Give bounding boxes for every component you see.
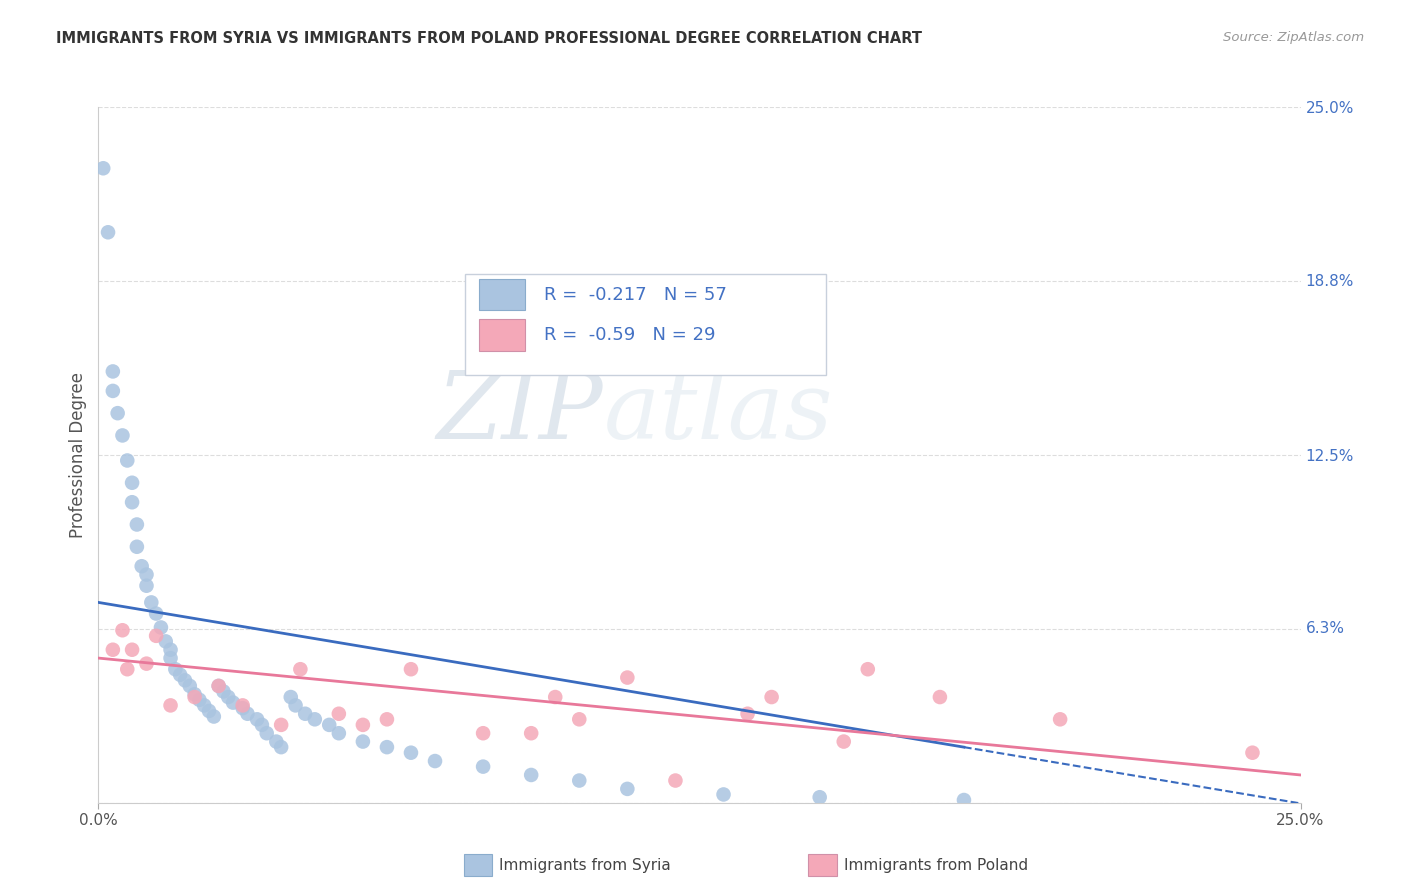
Point bbox=[159, 698, 181, 713]
Point bbox=[121, 642, 143, 657]
Point bbox=[159, 651, 181, 665]
Point bbox=[141, 595, 163, 609]
Point bbox=[101, 384, 124, 398]
Point bbox=[328, 706, 350, 721]
Point bbox=[117, 662, 139, 676]
Point bbox=[217, 690, 239, 704]
Point bbox=[183, 687, 205, 701]
Point bbox=[953, 793, 976, 807]
Point bbox=[131, 559, 153, 574]
Point bbox=[198, 704, 221, 718]
Point bbox=[256, 726, 278, 740]
Point bbox=[832, 734, 855, 748]
Point bbox=[202, 709, 225, 723]
Text: atlas: atlas bbox=[603, 368, 832, 458]
Point bbox=[145, 629, 167, 643]
Text: Source: ZipAtlas.com: Source: ZipAtlas.com bbox=[1223, 31, 1364, 45]
Point bbox=[101, 364, 124, 378]
Point bbox=[664, 773, 686, 788]
Point bbox=[246, 712, 269, 726]
Text: IMMIGRANTS FROM SYRIA VS IMMIGRANTS FROM POLAND PROFESSIONAL DEGREE CORRELATION : IMMIGRANTS FROM SYRIA VS IMMIGRANTS FROM… bbox=[56, 31, 922, 46]
Point bbox=[266, 734, 288, 748]
Point bbox=[208, 679, 231, 693]
Point bbox=[290, 662, 312, 676]
Point bbox=[1241, 746, 1264, 760]
Point bbox=[183, 690, 205, 704]
Point bbox=[135, 657, 157, 671]
Point bbox=[125, 517, 148, 532]
Point bbox=[280, 690, 302, 704]
Point bbox=[135, 579, 157, 593]
Point bbox=[808, 790, 831, 805]
FancyBboxPatch shape bbox=[465, 274, 825, 375]
Point bbox=[212, 684, 235, 698]
Text: Immigrants from Syria: Immigrants from Syria bbox=[499, 858, 671, 872]
Point bbox=[222, 696, 245, 710]
Point bbox=[472, 726, 495, 740]
Point bbox=[713, 788, 735, 802]
Point bbox=[352, 734, 374, 748]
Point bbox=[250, 718, 273, 732]
Point bbox=[544, 690, 567, 704]
Point bbox=[111, 428, 134, 442]
Point bbox=[375, 712, 398, 726]
Point bbox=[328, 726, 350, 740]
Point bbox=[423, 754, 446, 768]
Point bbox=[928, 690, 950, 704]
Point bbox=[472, 759, 495, 773]
Point bbox=[352, 718, 374, 732]
Point bbox=[270, 718, 292, 732]
Point bbox=[294, 706, 316, 721]
Point bbox=[616, 671, 638, 685]
Point bbox=[616, 781, 638, 796]
Point bbox=[165, 662, 187, 676]
Point bbox=[520, 768, 543, 782]
Point bbox=[121, 495, 143, 509]
Point bbox=[1049, 712, 1071, 726]
Point bbox=[761, 690, 783, 704]
Point bbox=[568, 712, 591, 726]
Point bbox=[107, 406, 129, 420]
Point bbox=[318, 718, 340, 732]
Point bbox=[193, 698, 215, 713]
Point bbox=[179, 679, 201, 693]
Point bbox=[145, 607, 167, 621]
Point bbox=[284, 698, 307, 713]
Point bbox=[399, 746, 422, 760]
Point bbox=[169, 667, 191, 681]
Point bbox=[399, 662, 422, 676]
Point bbox=[188, 693, 211, 707]
FancyBboxPatch shape bbox=[479, 319, 526, 351]
Point bbox=[121, 475, 143, 490]
Point bbox=[737, 706, 759, 721]
Point bbox=[117, 453, 139, 467]
Point bbox=[232, 698, 254, 713]
Point bbox=[159, 642, 181, 657]
Text: Immigrants from Poland: Immigrants from Poland bbox=[844, 858, 1028, 872]
Text: R =  -0.59   N = 29: R = -0.59 N = 29 bbox=[544, 326, 716, 344]
Point bbox=[111, 624, 134, 638]
Text: ZIP: ZIP bbox=[437, 368, 603, 458]
Point bbox=[149, 620, 172, 634]
FancyBboxPatch shape bbox=[479, 279, 526, 310]
Point bbox=[97, 225, 120, 239]
Point bbox=[174, 673, 197, 688]
Point bbox=[135, 567, 157, 582]
Point bbox=[91, 161, 114, 176]
Point bbox=[375, 740, 398, 755]
Point bbox=[155, 634, 177, 648]
Point bbox=[270, 740, 292, 755]
Point bbox=[125, 540, 148, 554]
Point bbox=[568, 773, 591, 788]
Point bbox=[232, 701, 254, 715]
Text: R =  -0.217   N = 57: R = -0.217 N = 57 bbox=[544, 285, 727, 303]
Point bbox=[101, 642, 124, 657]
Point bbox=[856, 662, 879, 676]
Point bbox=[208, 679, 231, 693]
Point bbox=[236, 706, 259, 721]
Y-axis label: Professional Degree: Professional Degree bbox=[69, 372, 87, 538]
Point bbox=[304, 712, 326, 726]
Point bbox=[520, 726, 543, 740]
